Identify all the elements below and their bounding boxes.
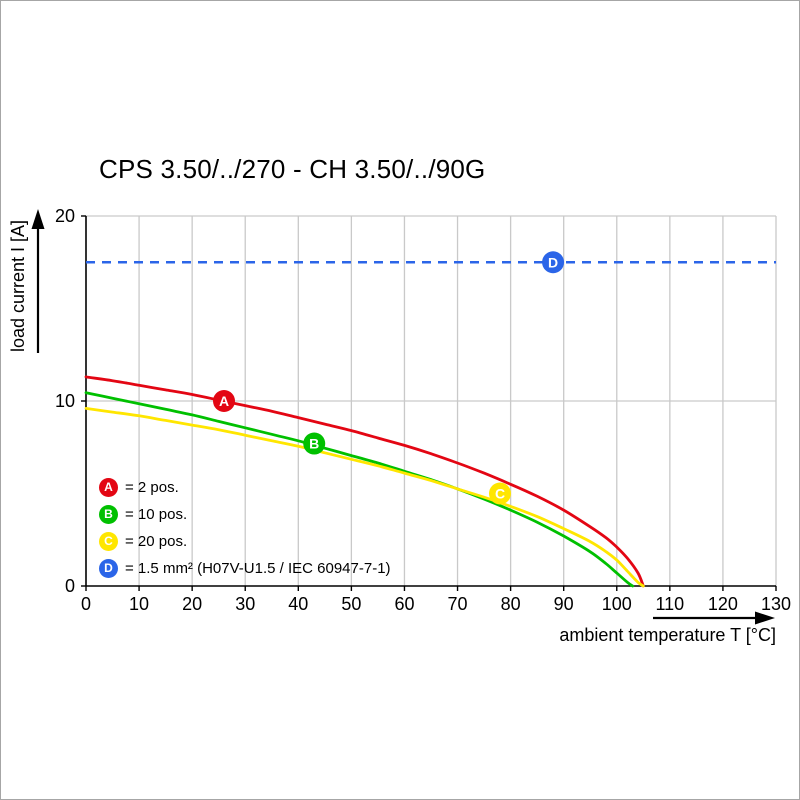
svg-text:20: 20 [182,594,202,614]
svg-text:30: 30 [235,594,255,614]
svg-text:A: A [219,393,229,409]
axes [81,215,777,591]
svg-text:C: C [495,486,505,502]
svg-text:90: 90 [554,594,574,614]
curve-B [84,391,635,588]
x-axis-arrow [653,611,775,625]
y-tick-labels: 0 10 20 [55,206,75,596]
svg-text:130: 130 [761,594,791,614]
curve-marker-C: C [489,482,511,505]
curve-A [84,375,645,588]
svg-text:0: 0 [81,594,91,614]
chart-title: CPS 3.50/../270 - CH 3.50/../90G [99,154,486,184]
svg-text:20: 20 [55,206,75,226]
svg-text:70: 70 [448,594,468,614]
legend-marker-A: A [99,478,118,497]
gridlines [86,215,777,586]
x-tick-labels: 0 10 20 30 40 50 60 70 80 90 100 110 120 130 [81,594,791,614]
svg-text:60: 60 [394,594,414,614]
curve-marker-D: D [542,251,565,274]
svg-text:0: 0 [65,576,75,596]
svg-text:120: 120 [708,594,738,614]
legend-marker-B: B [99,505,118,524]
svg-text:D: D [548,254,558,270]
curve-marker-A: A [213,390,235,412]
svg-text:50: 50 [341,594,361,614]
svg-text:80: 80 [501,594,521,614]
svg-text:10: 10 [55,391,75,411]
svg-text:40: 40 [288,594,308,614]
legend-label-C: = 20 pos. [125,533,188,550]
svg-text:100: 100 [602,594,632,614]
curve-C [84,407,645,588]
y-axis-arrow [31,209,45,353]
legend-label-B: = 10 pos. [125,506,188,523]
legend-item-B: B = 10 pos. [99,505,391,524]
chart-legend: A = 2 pos. B = 10 pos. C = 20 pos. D = 1.5 mm² … [99,478,391,578]
svg-text:10: 10 [129,594,149,614]
legend-label-A: = 2 pos. [125,479,179,496]
legend-label-D: = 1.5 mm² (H07V-U1.5 / IEC 60947-7-1) [125,560,391,577]
curve-marker-B: B [303,432,326,455]
legend-item-D: D = 1.5 mm² (H07V-U1.5 / IEC 60947-7-1) [99,559,391,578]
legend-marker-C: C [99,532,118,551]
svg-text:B: B [309,436,319,452]
x-axis-label: ambient temperature T [°C] [559,625,776,645]
svg-text:110: 110 [655,594,684,614]
legend-item-C: C = 20 pos. [99,532,391,551]
legend-marker-D: D [99,559,118,578]
legend-item-A: A = 2 pos. [99,478,391,497]
